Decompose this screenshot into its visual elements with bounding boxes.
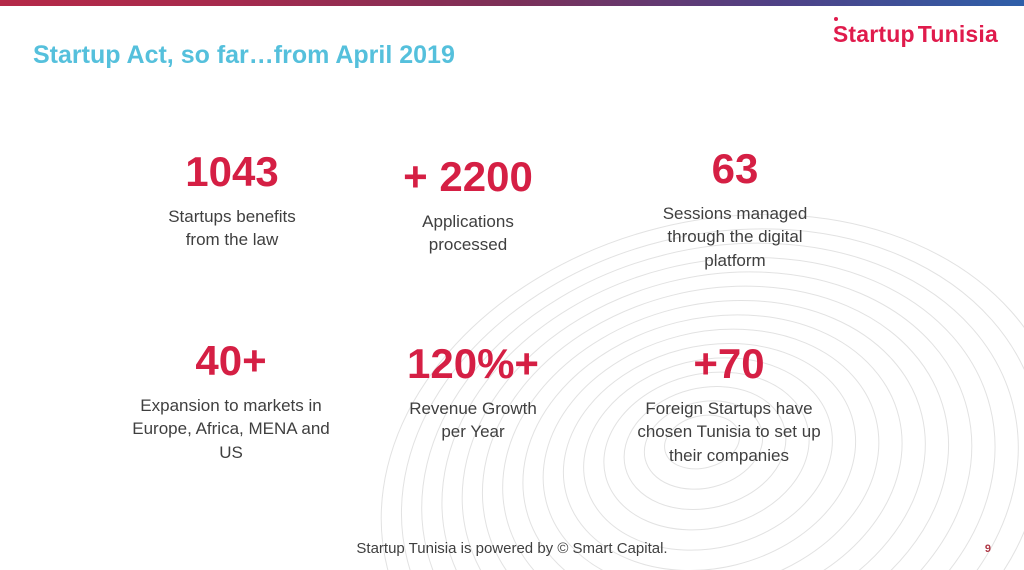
stat-revenue-growth: 120%+ Revenue Growth per Year [358,343,588,444]
stat-label: Expansion to markets in Europe, Africa, … [132,396,330,462]
stat-value: 40+ [195,337,267,384]
stat-startups-benefits: 1043 Startups benefits from the law [117,151,347,252]
stat-label: Applications processed [422,212,514,255]
stat-applications-processed: + 2200 Applications processed [353,156,583,257]
startup-tunisia-logo: Startup Tunisia [833,17,998,48]
logo-dot-icon [833,17,838,21]
page-number: 9 [984,543,991,555]
stat-value: 120%+ [407,340,539,387]
slide-title: Startup Act, so far…from April 2019 [33,41,455,69]
stat-label: Startups benefits from the law [168,207,296,250]
stat-value: +70 [693,340,765,387]
footer-credit: Startup Tunisia is powered by © Smart Ca… [356,540,668,557]
stat-value: 63 [711,145,759,192]
stat-value: + 2200 [403,153,533,200]
stat-label: Revenue Growth per Year [409,399,537,442]
stat-foreign-startups: +70 Foreign Startups have chosen Tunisia… [614,343,844,467]
stat-label: Sessions managed through the digital pla… [662,204,808,270]
stat-market-expansion: 40+ Expansion to markets in Europe, Afri… [116,340,346,464]
top-gradient-bar [0,0,1024,6]
logo-startup-word: Startup [833,17,915,48]
stat-label: Foreign Startups have chosen Tunisia to … [637,399,821,465]
stat-sessions-managed: 63 Sessions managed through the digital … [620,148,850,272]
logo-tunisia-word: Tunisia [917,21,998,47]
stat-value: 1043 [185,148,279,195]
